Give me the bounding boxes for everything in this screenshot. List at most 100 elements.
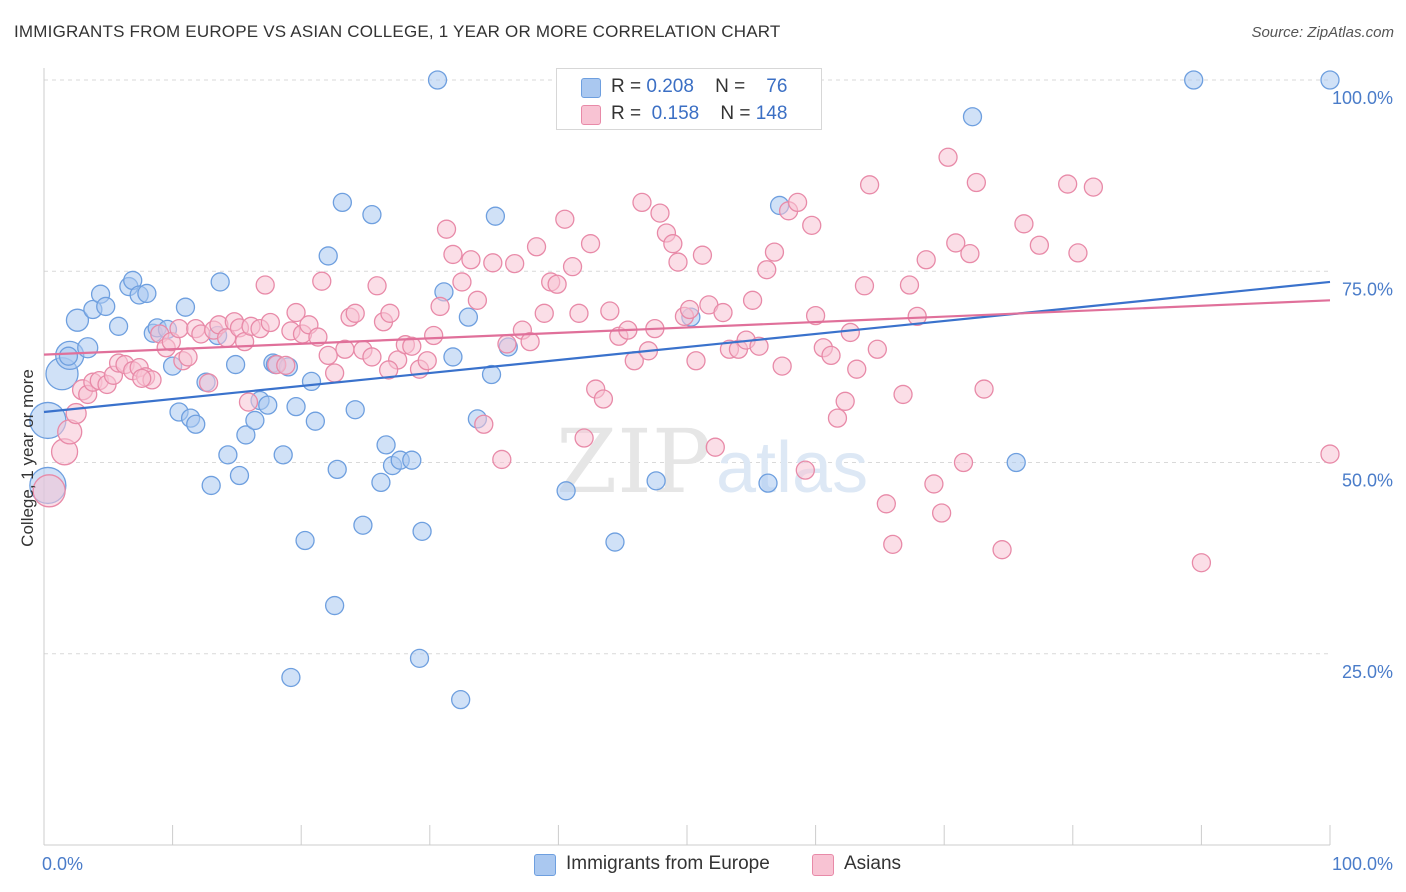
legend-n-label: N = xyxy=(715,76,746,97)
point-europe xyxy=(345,400,365,420)
point-asians xyxy=(916,250,936,270)
point-europe xyxy=(77,337,99,359)
point-asians xyxy=(1320,444,1340,464)
point-asians xyxy=(520,331,540,352)
point-asians xyxy=(632,192,652,213)
point-asians xyxy=(452,272,472,292)
point-asians xyxy=(854,276,875,296)
point-asians xyxy=(1083,177,1104,197)
point-europe xyxy=(481,364,502,385)
watermark: ZIP atlas xyxy=(556,410,868,513)
point-asians xyxy=(378,360,399,380)
point-asians xyxy=(876,494,896,514)
point-asians xyxy=(992,540,1012,560)
y-tick-label: 50.0% xyxy=(1342,471,1393,491)
point-europe xyxy=(962,107,983,127)
point-asians xyxy=(324,363,345,383)
point-asians xyxy=(497,334,517,354)
point-asians xyxy=(65,402,87,425)
point-europe xyxy=(1184,70,1204,90)
legend-label-europe: Immigrants from Europe xyxy=(566,853,770,874)
point-asians xyxy=(443,244,463,265)
series-europe xyxy=(29,70,1340,710)
point-europe xyxy=(225,354,246,375)
point-asians xyxy=(318,345,338,366)
point-europe xyxy=(371,472,391,493)
point-asians xyxy=(1068,243,1088,263)
point-europe xyxy=(258,395,278,415)
point-asians xyxy=(686,351,706,371)
point-asians xyxy=(946,233,966,253)
point-asians xyxy=(772,356,792,376)
point-europe xyxy=(318,246,338,266)
point-europe xyxy=(458,307,479,327)
legend-swatch-europe xyxy=(534,854,556,876)
point-asians xyxy=(966,172,986,193)
point-asians xyxy=(764,242,785,262)
point-asians xyxy=(593,389,614,409)
point-asians xyxy=(663,234,683,254)
point-asians xyxy=(467,290,488,310)
point-europe xyxy=(1320,70,1340,90)
legend-swatch-asians xyxy=(581,105,601,125)
y-tick-label: 75.0% xyxy=(1342,279,1393,299)
legend-label-asians: Asians xyxy=(844,853,902,874)
point-asians xyxy=(424,325,444,346)
point-asians xyxy=(178,347,198,367)
point-asians xyxy=(1014,214,1034,234)
point-europe xyxy=(65,308,90,332)
point-asians xyxy=(436,219,457,239)
point-europe xyxy=(556,481,576,501)
point-europe xyxy=(402,450,422,470)
y-axis-label: College, 1 year or more xyxy=(18,369,37,547)
point-asians xyxy=(692,245,713,265)
trend-lines xyxy=(43,280,1331,414)
point-europe xyxy=(218,445,238,465)
point-asians xyxy=(362,347,382,367)
point-europe xyxy=(1006,452,1026,473)
point-asians xyxy=(600,301,620,321)
point-europe xyxy=(186,414,206,434)
point-asians xyxy=(938,147,958,167)
point-europe xyxy=(96,296,116,317)
point-asians xyxy=(286,302,306,323)
legend-r-label: R = xyxy=(611,103,642,124)
point-asians xyxy=(960,244,980,264)
point-europe xyxy=(245,410,265,431)
point-asians xyxy=(534,303,554,323)
point-europe xyxy=(273,445,293,465)
legend-r-label: R = xyxy=(611,76,642,97)
point-europe xyxy=(646,471,666,491)
point-europe xyxy=(108,316,129,336)
point-asians xyxy=(312,271,332,291)
chart-title: IMMIGRANTS FROM EUROPE VS ASIAN COLLEGE,… xyxy=(14,22,781,41)
point-asians xyxy=(931,503,952,523)
point-europe xyxy=(324,595,345,616)
point-asians xyxy=(547,274,567,294)
point-asians xyxy=(883,534,903,555)
point-asians xyxy=(757,260,777,280)
point-asians xyxy=(132,368,152,389)
watermark-atlas: atlas xyxy=(716,428,868,508)
point-asians xyxy=(749,336,769,356)
point-asians xyxy=(308,327,328,347)
point-europe xyxy=(175,297,196,317)
point-asians xyxy=(555,209,575,229)
point-europe xyxy=(758,473,778,493)
point-asians xyxy=(827,408,848,428)
point-europe xyxy=(286,397,306,417)
point-europe xyxy=(427,70,448,90)
point-asians xyxy=(668,252,688,272)
point-asians xyxy=(198,373,219,393)
point-asians xyxy=(953,452,974,473)
point-europe xyxy=(58,346,79,366)
point-asians xyxy=(847,359,867,379)
point-europe xyxy=(137,283,157,304)
point-asians xyxy=(574,428,594,448)
point-asians xyxy=(1191,553,1212,573)
point-asians xyxy=(867,339,887,359)
point-asians xyxy=(569,303,589,323)
point-asians xyxy=(859,175,880,195)
point-europe xyxy=(443,347,463,367)
point-europe xyxy=(229,465,250,486)
